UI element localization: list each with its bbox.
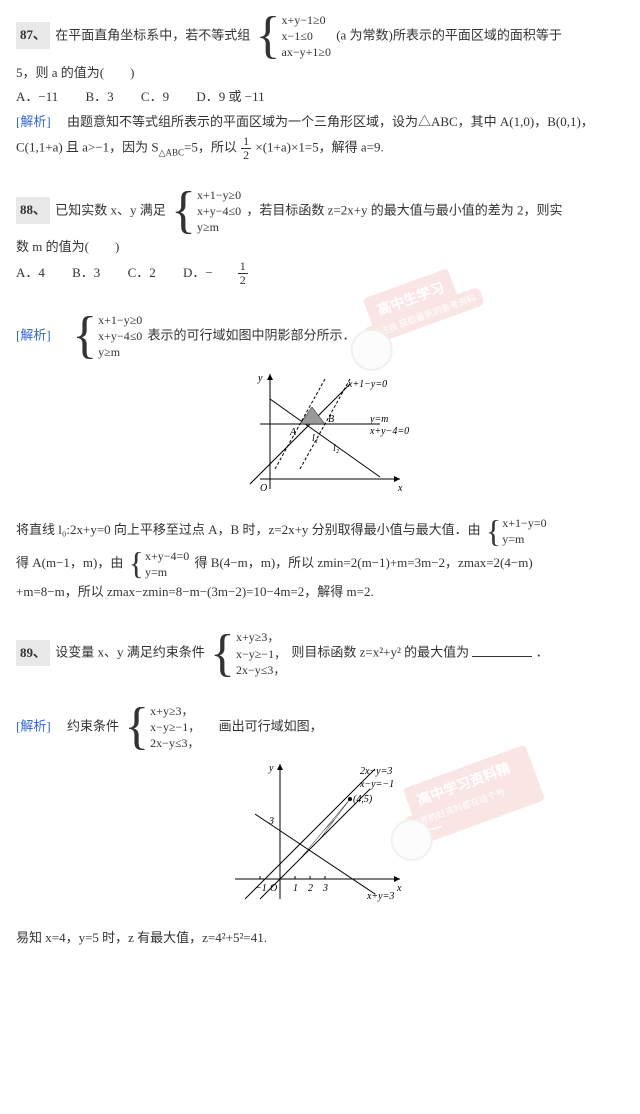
qnum-89: 89、 bbox=[16, 640, 50, 667]
answer-blank bbox=[472, 643, 532, 657]
svg-text:A: A bbox=[289, 427, 297, 438]
svg-text:y: y bbox=[257, 373, 263, 384]
q89-analysis: [解析] 约束条件 { x+y≥3， x−y≥−1， 2x−y≤3， 画出可行域… bbox=[16, 703, 624, 752]
question-89: 89、 设变量 x、y 满足约束条件 { x+y≥3， x−y≥−1， 2x−y… bbox=[16, 629, 624, 950]
svg-text:2: 2 bbox=[308, 883, 313, 894]
svg-text:x: x bbox=[396, 883, 402, 894]
q89-text-b: 则目标函数 z=x²+y² 的最大值为 bbox=[291, 645, 469, 660]
q88-line2: 数 m 的值为( ) bbox=[16, 235, 624, 260]
q88-ana-system: { x+1−y≥0 x+y−4≤0 y≥m bbox=[72, 312, 142, 361]
svg-text:O: O bbox=[260, 483, 267, 494]
svg-text:x: x bbox=[397, 483, 403, 494]
q88-p3: +m=8−m，所以 zmax−zmin=8−m−(3m−2)=10−4m=2，解… bbox=[16, 580, 624, 605]
svg-text:B: B bbox=[328, 414, 334, 425]
analysis-label: [解析] bbox=[16, 114, 51, 129]
q89-ana-system: { x+y≥3， x−y≥−1， 2x−y≤3， bbox=[124, 703, 200, 752]
q88-options: A．4 B．3 C．2 D．−12 bbox=[16, 260, 624, 287]
q87-line2: 5，则 a 的值为( ) bbox=[16, 61, 624, 86]
svg-text:3: 3 bbox=[268, 816, 274, 827]
svg-text:l₁: l₁ bbox=[312, 433, 318, 444]
q89-figure: x y O 2x−y=3 x−y=−1 x+y=3 (4,5) 1 2 3 bbox=[16, 759, 624, 918]
q87-analysis-line2: C(1,1+a) 且 a>−1，因为 S△ABC=5，所以 12 ×(1+a)×… bbox=[16, 135, 624, 162]
q88-text-b: ，若目标函数 z=2x+y 的最大值与最小值的差为 2，则实 bbox=[246, 202, 562, 217]
svg-text:y=m: y=m bbox=[369, 414, 388, 425]
question-88: 88、 已知实数 x、y 满足 { x+1−y≥0 x+y−4≤0 y≥m ，若… bbox=[16, 187, 624, 605]
svg-text:l₂: l₂ bbox=[333, 443, 340, 454]
svg-text:−1: −1 bbox=[255, 883, 267, 894]
q89-system: { x+y≥3， x−y≥−1， 2x−y≤3， bbox=[210, 629, 286, 678]
analysis-label: [解析] bbox=[16, 718, 51, 733]
q88-p2: 得 A(m−1，m)，由 { x+y−4=0 y=m 得 B(4−m，m)，所以… bbox=[16, 548, 624, 580]
q88-figure: x y O A B l₁ l₂ x+1−y=0 y=m x+y−4=0 bbox=[16, 369, 624, 508]
svg-text:3: 3 bbox=[322, 883, 328, 894]
svg-text:x−y=−1: x−y=−1 bbox=[359, 779, 394, 790]
q87-options: A．−11 B．3 C．9 D．9 或 −11 bbox=[16, 85, 624, 110]
question-87: 87、 在平面直角坐标系中，若不等式组 { x+y−1≥0 x−1≤0 ax−y… bbox=[16, 12, 624, 162]
qnum-88: 88、 bbox=[16, 197, 50, 224]
q87-text-a: 在平面直角坐标系中，若不等式组 bbox=[55, 27, 250, 42]
svg-text:(4,5): (4,5) bbox=[353, 794, 373, 805]
q87-analysis: [解析] 由题意知不等式组所表示的平面区域为一个三角形区域，设为△ABC，其中 … bbox=[16, 110, 624, 135]
q88-system: { x+1−y≥0 x+y−4≤0 y≥m bbox=[171, 187, 241, 236]
q88-text-a: 已知实数 x、y 满足 bbox=[55, 202, 166, 217]
q88-ana-t1: 表示的可行域如图中阴影部分所示． bbox=[148, 327, 356, 342]
q87-system: { x+y−1≥0 x−1≤0 ax−y+1≥0 bbox=[256, 12, 331, 61]
svg-text:2x−y=3: 2x−y=3 bbox=[360, 766, 392, 777]
q88-p1: 将直线 l₀:2x+y=0 向上平移至过点 A，B 时，z=2x+y 分别取得最… bbox=[16, 515, 624, 547]
svg-text:x+y=3: x+y=3 bbox=[366, 891, 394, 902]
q89-text-a: 设变量 x、y 满足约束条件 bbox=[55, 645, 205, 660]
svg-text:x+y−4=0: x+y−4=0 bbox=[369, 426, 409, 437]
svg-text:x+1−y=0: x+1−y=0 bbox=[347, 379, 387, 390]
analysis-label: [解析] bbox=[16, 327, 51, 342]
q89-last: 易知 x=4，y=5 时，z 有最大值，z=4²+5²=41. bbox=[16, 926, 624, 951]
svg-text:1: 1 bbox=[293, 883, 298, 894]
svg-text:y: y bbox=[268, 763, 274, 774]
q87-text-b: (a 为常数)所表示的平面区域的面积等于 bbox=[336, 27, 562, 42]
qnum-87: 87、 bbox=[16, 22, 50, 49]
q88-analysis: [解析] { x+1−y≥0 x+y−4≤0 y≥m 表示的可行域如图中阴影部分… bbox=[16, 312, 624, 361]
